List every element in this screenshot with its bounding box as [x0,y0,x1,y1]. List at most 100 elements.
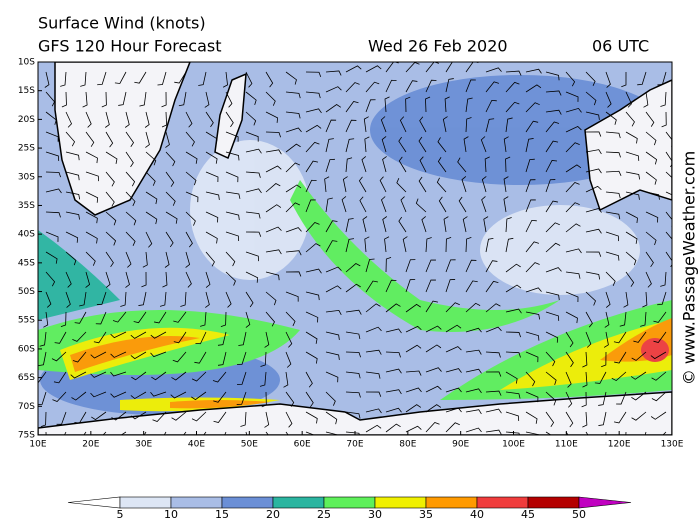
wind-barb [405,259,416,273]
wind-barb [505,331,522,338]
lat-label: 35S [18,201,35,211]
wind-barb [345,238,355,253]
wind-barb [265,131,282,138]
wind-barb [213,391,227,403]
wind-barb [565,248,582,254]
wind-barb [325,411,338,425]
wind-barb [285,351,292,368]
wind-barb [660,91,667,107]
wind-barb [285,127,302,133]
wind-barb [285,184,302,193]
wind-barb [623,291,629,308]
wind-barb [325,104,342,113]
wind-barb [565,331,574,348]
wind-barb [581,391,587,408]
wind-barb [110,371,127,377]
colorbar-bin [374,496,427,509]
wind-barb [39,331,47,347]
wind-barb [605,231,620,242]
wind-barb [222,71,228,88]
wind-barb [365,280,378,293]
wind-barb [605,170,622,176]
wind-barb [405,370,422,376]
wind-barb [645,131,657,146]
wind-barb [625,251,637,266]
wind-barb [105,271,111,288]
wind-barb [385,62,399,73]
wind-barb [265,71,274,88]
colorbar-label: 50 [572,508,586,521]
wind-barb [217,331,227,346]
wind-barb [605,131,621,139]
wind-barb [545,200,558,213]
wind-barb [185,231,193,248]
wind-barb [565,164,582,173]
wind-barb [185,251,191,268]
wind-barb [245,91,257,105]
wind-barb [651,391,667,402]
wind-barb [385,423,401,433]
wind-barb [225,151,240,161]
wind-barb [640,311,647,327]
wind-barb [325,391,336,406]
wind-barb [465,302,481,313]
wind-barb [380,116,387,133]
wind-barb [421,216,427,233]
wind-barb [660,271,667,287]
wind-barb [585,208,602,213]
wind-barb [365,99,376,113]
colorbar-label: 20 [266,508,280,521]
wind-barb [191,371,207,382]
wind-barb [125,251,132,268]
wind-barb [285,143,301,153]
wind-barb [398,156,407,173]
wind-barb [245,251,259,262]
wind-barb [525,311,541,320]
wind-barb [45,151,60,161]
wind-barb [225,131,239,142]
wind-barb [194,351,207,364]
wind-barb [145,151,157,166]
wind-barb [365,303,381,313]
wind-barb [110,331,127,339]
wind-barb [565,107,582,113]
wind-barb [384,236,390,253]
wind-barb [205,251,215,267]
wind-barb [45,231,59,242]
wind-barb [162,271,168,288]
wind-barb [485,429,502,435]
wind-barb [345,218,354,233]
wind-barb [445,368,462,373]
wind-barb [425,79,437,93]
wind-barb [220,311,227,328]
lon-label: 80E [399,440,416,450]
wind-barb [217,351,227,366]
wind-barb [465,97,473,113]
colorbar-label: 35 [419,508,433,521]
wind-barb [625,131,638,144]
wind-barb [365,81,380,93]
wind-barb [45,251,58,264]
lat-label: 15S [18,86,35,96]
wind-barb [96,291,107,305]
wind-barb [240,411,247,427]
wind-barb [505,431,520,435]
wind-barb [365,371,381,379]
lon-label: 40E [188,440,205,450]
wind-barb [85,231,98,244]
wind-barb [173,331,187,344]
wind-barb [665,151,672,168]
wind-barb [145,191,158,205]
wind-barb [45,211,61,218]
lat-label: 45S [18,258,35,268]
wind-barb [205,131,218,144]
wind-barb [145,131,150,148]
lon-label: 120E [608,440,631,450]
wind-barb [565,391,573,408]
wind-barb [485,371,502,377]
wind-barb [425,421,440,433]
wind-barb [185,111,193,128]
wind-barb [385,303,401,313]
colorbar-bin [119,496,172,509]
wind-barb [205,211,219,223]
